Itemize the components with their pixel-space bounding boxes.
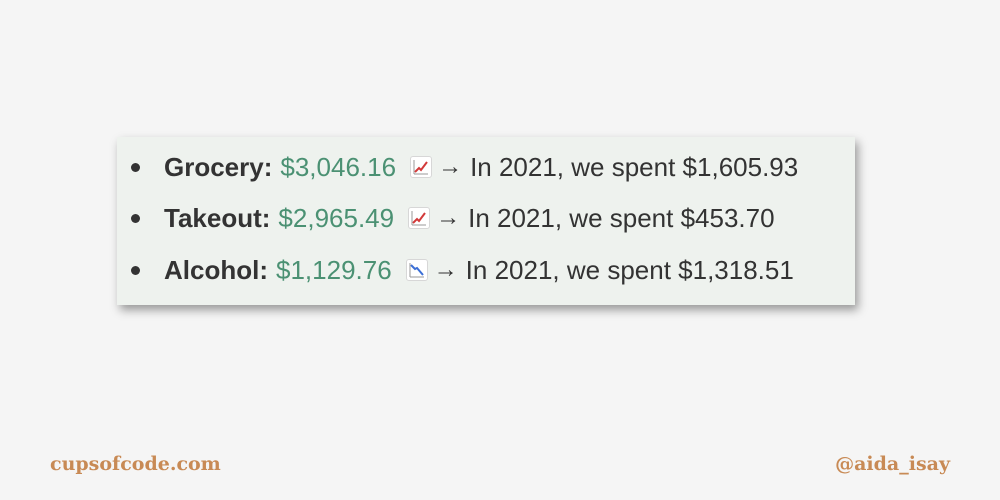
chart-increasing-icon xyxy=(408,207,431,229)
category-label: Grocery: xyxy=(164,151,273,182)
site-link[interactable]: cupsofcode.com xyxy=(50,453,221,475)
chart-increasing-icon xyxy=(410,156,433,178)
category-label: Alcohol: xyxy=(164,254,268,285)
spending-summary-card: Grocery: $3,046.16 → In 2021, we spent $… xyxy=(117,137,855,305)
amount-value: $2,965.49 xyxy=(278,202,395,233)
comparison-text: In 2021, we spent $453.70 xyxy=(468,202,775,233)
bullet-icon xyxy=(131,162,140,172)
category-label: Takeout: xyxy=(164,202,271,233)
arrow-right-icon: → xyxy=(436,204,461,231)
amount-value: $1,129.76 xyxy=(276,254,392,285)
bullet-icon xyxy=(131,265,140,275)
arrow-right-icon: → xyxy=(438,153,463,180)
author-handle[interactable]: @aida_isay xyxy=(835,453,950,475)
bullet-icon xyxy=(131,213,140,223)
chart-decreasing-icon xyxy=(405,259,428,281)
arrow-right-icon: → xyxy=(433,256,458,283)
comparison-text: In 2021, we spent $1,318.51 xyxy=(465,254,794,285)
amount-value: $3,046.16 xyxy=(280,151,397,182)
comparison-text: In 2021, we spent $1,605.93 xyxy=(470,151,799,182)
